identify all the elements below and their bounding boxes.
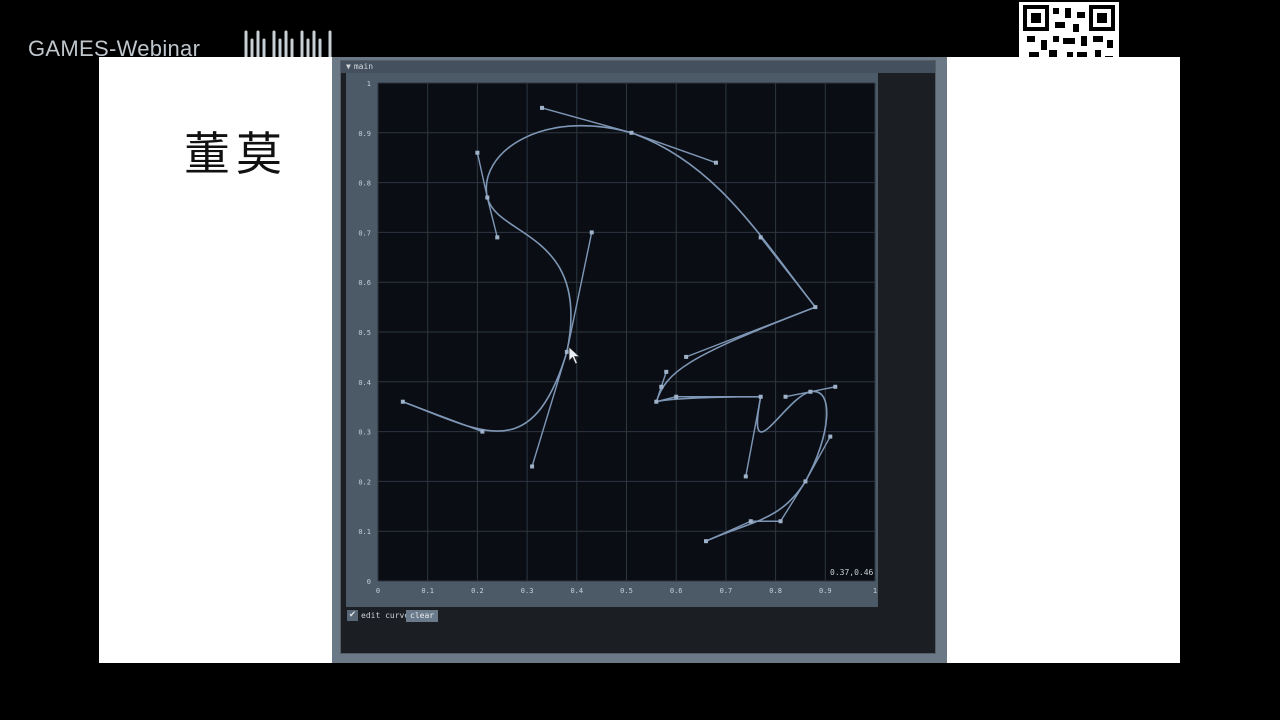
control-point [530, 464, 535, 469]
control-point [808, 389, 813, 394]
x-tick-label: 1 [873, 587, 877, 595]
x-tick-label: 0.4 [570, 587, 583, 595]
x-tick-label: 0.5 [620, 587, 633, 595]
x-tick-label: 0.7 [720, 587, 733, 595]
x-tick-labels: 0 0.1 0.2 0.3 0.4 0.5 0.6 0.7 0.8 0.9 1 [376, 587, 877, 595]
x-tick-label: 0.9 [819, 587, 832, 595]
control-point [400, 399, 405, 404]
y-tick-label: 0.6 [358, 279, 371, 287]
x-tick-label: 0 [376, 587, 380, 595]
curve-editor-canvas[interactable]: 0 0.1 0.2 0.3 0.4 0.5 0.6 0.7 0.8 0.9 1 0 0.1 0.2 0.3… [346, 73, 878, 607]
y-tick-label: 0.9 [358, 130, 371, 138]
control-point [485, 195, 490, 200]
coord-readout: 0.37,0.46 [830, 568, 874, 577]
y-tick-label: 0.4 [358, 379, 371, 387]
games-webinar-brand: GAMES-Webinar [28, 36, 201, 61]
control-point [704, 539, 709, 544]
control-point [783, 394, 788, 399]
control-point [654, 399, 659, 404]
control-point [629, 130, 634, 135]
y-tick-labels: 0 0.1 0.2 0.3 0.4 0.5 0.6 0.7 0.8 0.9 1 [358, 80, 371, 586]
control-point [748, 519, 753, 524]
control-point [540, 105, 545, 110]
speaker-name: 董莫 [184, 127, 288, 181]
control-point [833, 384, 838, 389]
bilibili-logo [240, 26, 338, 62]
y-tick-label: 0 [367, 578, 371, 586]
tangent-handle-line [566, 232, 593, 353]
tangent-handle-line [660, 371, 667, 388]
tangent-handle-line [486, 197, 498, 238]
plot-grid [377, 82, 876, 582]
window-title: main [353, 62, 374, 71]
control-point [684, 354, 689, 359]
x-tick-label: 0.6 [670, 587, 683, 595]
control-point [589, 230, 594, 235]
control-point [828, 434, 833, 439]
control-point [758, 394, 763, 399]
x-tick-label: 0.1 [421, 587, 434, 595]
control-point [664, 369, 669, 374]
control-point [813, 305, 818, 310]
y-tick-label: 0.3 [358, 429, 371, 437]
control-point [758, 235, 763, 240]
control-point [713, 160, 718, 165]
y-tick-label: 1 [367, 80, 371, 88]
control-points [400, 105, 838, 544]
y-tick-label: 0.7 [358, 229, 371, 237]
mouse-cursor-icon [568, 346, 581, 365]
edit-curve-label: edit curve [361, 611, 410, 620]
edit-curve-checkbox[interactable]: ✔ [347, 610, 358, 621]
y-tick-label: 0.8 [358, 180, 371, 188]
control-point [743, 474, 748, 479]
x-tick-label: 0.8 [769, 587, 782, 595]
window-titlebar[interactable]: ▼ main [341, 61, 935, 73]
control-point [674, 394, 679, 399]
control-point [475, 150, 480, 155]
y-tick-label: 0.1 [358, 528, 371, 536]
y-tick-label: 0.2 [358, 478, 371, 486]
control-point [480, 429, 485, 434]
control-point [564, 349, 569, 354]
control-point [778, 519, 783, 524]
control-point [803, 479, 808, 484]
checkmark-icon: ✔ [348, 610, 357, 620]
control-point [495, 235, 500, 240]
control-point [659, 384, 664, 389]
x-tick-label: 0.3 [521, 587, 534, 595]
y-tick-label: 0.5 [358, 329, 371, 337]
collapse-triangle-icon[interactable]: ▼ [346, 62, 351, 71]
x-tick-label: 0.2 [471, 587, 484, 595]
clear-button[interactable]: clear [406, 610, 439, 622]
